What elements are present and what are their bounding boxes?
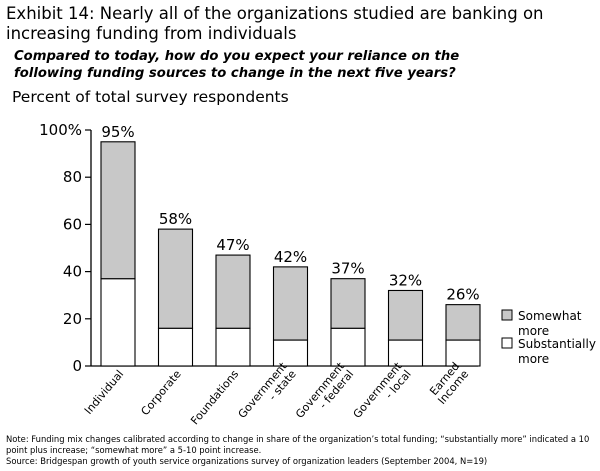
note-line-1: Note: Funding mix changes calibrated acc… (6, 434, 590, 444)
bar-total-label: 47% (216, 236, 249, 254)
bar-segment-somewhat-more (157, 228, 194, 329)
survey-question-line-1: Compared to today, how do you expect you… (14, 49, 460, 64)
bar-segment-substantially-more (215, 327, 251, 367)
y-tick-label: 0 (72, 357, 82, 375)
y-tick-label: 80 (63, 168, 82, 186)
x-category-label: EarnedIncome (426, 360, 471, 407)
x-category-label: Foundations (188, 367, 241, 427)
note-line-2: point plus increase; “somewhat more” a 5… (6, 445, 262, 455)
bar-segment-substantially-more (157, 327, 194, 367)
y-tick-label: 40 (63, 263, 82, 281)
x-category-label: Individual (82, 368, 126, 417)
legend-swatch (501, 337, 513, 349)
bar-segment-somewhat-more (100, 141, 136, 280)
bar-segment-substantially-more (100, 278, 136, 367)
bar-total-label: 37% (331, 260, 364, 278)
chart-title: Exhibit 14: Nearly all of the organizati… (6, 4, 544, 44)
legend-label-line: Somewhat (518, 309, 582, 323)
chart-title-line-1: Exhibit 14: Nearly all of the organizati… (6, 4, 544, 23)
x-category-label-line: Individual (82, 368, 126, 417)
bar-total-label: 58% (159, 210, 192, 228)
bar-segment-somewhat-more (215, 254, 251, 329)
stacked-bar-chart: 0 20 40 60 80 100% 95% Individual 58% Corporate 47… (39, 121, 596, 428)
survey-question: Compared to today, how do you expect you… (14, 48, 459, 82)
legend-label-line: Substantially (518, 337, 596, 351)
x-category-label: Corporate (138, 367, 183, 418)
bar-segment-somewhat-more (330, 278, 366, 329)
source-line: Source: Bridgespan growth of youth servi… (6, 456, 488, 466)
legend-swatch (501, 309, 513, 321)
bar-segment-somewhat-more (445, 304, 481, 341)
survey-question-line-2: following funding sources to change in t… (14, 66, 456, 81)
bar-total-label: 95% (101, 123, 134, 141)
bar-total-label: 42% (274, 248, 307, 266)
bar-segment-somewhat-more (272, 266, 309, 341)
x-category-label: Government- local (351, 359, 415, 428)
unit-label: Percent of total survey respondents (12, 88, 289, 106)
legend-label: Substantially more (518, 337, 596, 366)
x-category-label: Government- state (236, 359, 300, 428)
legend-label: Somewhat more (518, 309, 582, 338)
bar-total-label: 26% (446, 286, 479, 304)
chart-title-line-2: increasing funding from individuals (6, 24, 297, 43)
y-tick-label: 60 (63, 215, 82, 233)
y-tick-label: 100% (39, 121, 82, 139)
footnote: Note: Funding mix changes calibrated acc… (6, 434, 596, 467)
legend-label-line: more (518, 352, 549, 366)
legend-label-line: more (518, 324, 549, 338)
x-category-label-line: Foundations (188, 367, 241, 427)
bar-total-label: 32% (389, 271, 422, 289)
x-category-label: Government- federal (293, 359, 357, 428)
x-category-label-line: Corporate (138, 367, 183, 418)
bar-segment-somewhat-more (387, 289, 424, 341)
bar-segment-substantially-more (445, 339, 481, 367)
y-tick-label: 20 (63, 310, 82, 328)
